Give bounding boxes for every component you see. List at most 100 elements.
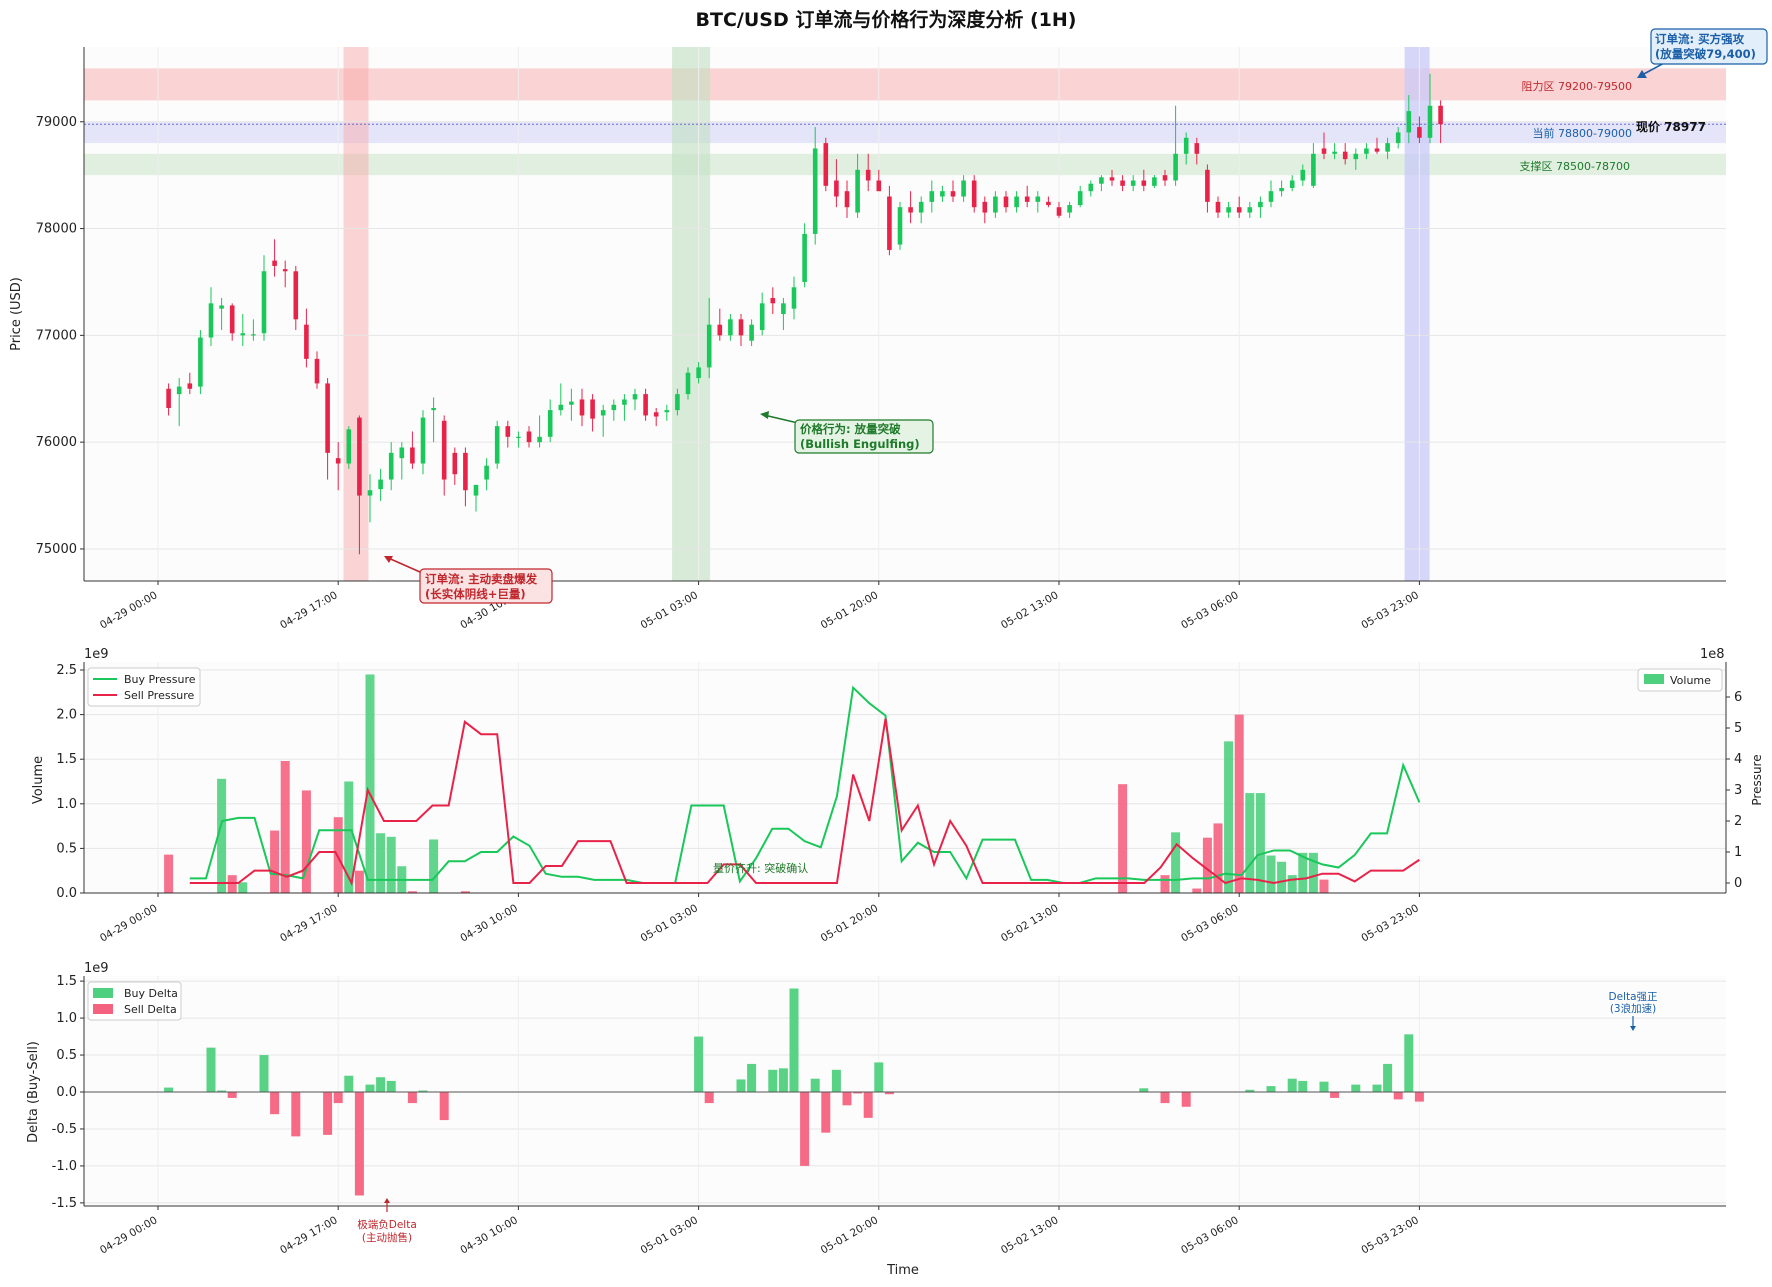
volume-y-axis-title: Volume xyxy=(31,756,46,804)
candle-body xyxy=(1173,153,1178,181)
zone-band xyxy=(84,68,1726,101)
x-tick-label: 04-29 17:00 xyxy=(278,1214,340,1256)
current-zone-label: 当前 78800-79000 xyxy=(1533,126,1632,140)
bull-engulf-annotation: 价格行为: 放量突破 (Bullish Engulfing) xyxy=(760,411,934,454)
delta-bar xyxy=(1372,1084,1382,1092)
delta-bar xyxy=(1298,1080,1308,1092)
candle-body xyxy=(961,180,966,197)
volume-bar xyxy=(365,674,375,893)
candle-body xyxy=(388,452,394,480)
candle-body xyxy=(940,191,945,197)
candle-body xyxy=(706,324,712,368)
delta-bar xyxy=(1287,1078,1297,1092)
candle-body xyxy=(1067,205,1072,213)
volume-bar xyxy=(333,817,343,893)
candle-body xyxy=(484,465,489,480)
volume-bar xyxy=(1245,793,1255,893)
x-tick-label: 05-03 23:00 xyxy=(1359,902,1421,944)
volume-bar xyxy=(217,778,227,893)
delta-bar xyxy=(386,1080,396,1092)
chart-title: BTC/USD 订单流与价格行为深度分析 (1H) xyxy=(696,8,1077,31)
delta-bar xyxy=(1383,1063,1393,1092)
candle-body xyxy=(325,383,330,453)
candle-body xyxy=(1289,180,1295,188)
volume-annotation: 量价齐升: 突破确认 xyxy=(713,861,808,875)
delta-bar xyxy=(323,1092,333,1135)
right-tick-label: 6 xyxy=(1734,690,1742,705)
candle-body xyxy=(314,358,320,384)
volume-bar xyxy=(344,781,354,893)
candle-body xyxy=(1162,175,1168,181)
candle-body xyxy=(823,143,829,186)
volume-bar xyxy=(460,891,470,893)
x-tick-label: 04-29 00:00 xyxy=(98,589,160,631)
x-tick-label: 05-02 13:00 xyxy=(999,902,1061,944)
volume-bar xyxy=(1255,793,1265,893)
delta-bar xyxy=(1139,1088,1149,1092)
delta-bar xyxy=(344,1075,354,1092)
candle-body xyxy=(908,207,913,213)
candle-body xyxy=(526,431,532,443)
x-tick-label: 05-01 20:00 xyxy=(819,1214,881,1256)
svg-text:(主动抛售): (主动抛售) xyxy=(362,1231,412,1244)
delta-bar xyxy=(778,1068,788,1092)
x-tick-label: 05-03 23:00 xyxy=(1359,1214,1421,1256)
candle-body xyxy=(1130,180,1136,186)
candle-body xyxy=(728,319,733,336)
candle-body xyxy=(272,260,277,266)
delta-bar xyxy=(365,1084,375,1092)
candle-body xyxy=(420,417,426,464)
price-y-axis-title: Price (USD) xyxy=(9,277,24,351)
candle-body xyxy=(452,452,458,475)
candle-body xyxy=(282,269,288,272)
candle-body xyxy=(335,458,341,464)
delta-bar xyxy=(270,1092,280,1115)
y-tick-label: 1.5 xyxy=(56,974,77,989)
candle-body xyxy=(1109,177,1115,181)
candle-body xyxy=(685,372,691,395)
candle-body xyxy=(1353,153,1359,160)
support-zone-label: 支撑区 78500-78700 xyxy=(1520,159,1630,173)
right-tick-label: 4 xyxy=(1734,752,1742,767)
candle-body xyxy=(1236,207,1242,213)
delta-bar xyxy=(333,1092,343,1104)
breakout-highlight xyxy=(672,47,711,581)
candle-body xyxy=(1395,132,1401,144)
delta-bar xyxy=(884,1092,894,1095)
x-tick-label: 04-30 10:00 xyxy=(458,1214,520,1256)
candle-body xyxy=(558,404,564,411)
delta-plot-area xyxy=(84,976,1726,1206)
candle-body xyxy=(1279,187,1284,192)
delta-negative-annotation: 极端负Delta (主动抛售) xyxy=(357,1198,417,1244)
right-tick-label: 2 xyxy=(1734,814,1742,829)
candle-body xyxy=(463,452,468,491)
sell-pressure-line xyxy=(189,718,1420,887)
delta-positive-annotation: Delta强正 (3浪加速) xyxy=(1608,991,1658,1031)
x-tick-label: 05-03 23:00 xyxy=(1359,589,1421,631)
y-tick-label: 0.5 xyxy=(56,1048,77,1063)
delta-bar xyxy=(1330,1092,1340,1098)
x-tick-label: 05-02 13:00 xyxy=(999,589,1061,631)
candle-body xyxy=(187,383,193,389)
candle-body xyxy=(1406,111,1412,133)
candle-body xyxy=(473,484,479,496)
right-tick-label: 0 xyxy=(1734,876,1742,891)
svg-text:Buy Delta: Buy Delta xyxy=(124,987,178,1000)
candle-body xyxy=(1268,191,1274,202)
candle-body xyxy=(1300,169,1306,181)
delta-bar xyxy=(1404,1034,1414,1092)
volume-bar xyxy=(429,839,439,893)
candle-body xyxy=(1183,137,1189,154)
candle-body xyxy=(929,191,935,202)
volume-bar xyxy=(376,833,386,893)
candle-body xyxy=(251,334,256,336)
candle-body xyxy=(1364,148,1369,154)
price-candles xyxy=(166,73,1443,555)
delta-bar xyxy=(291,1092,301,1137)
candle-body xyxy=(1152,177,1157,186)
buy-pressure-line xyxy=(189,685,1421,884)
svg-text:(长实体阴线+巨量): (长实体阴线+巨量) xyxy=(425,587,526,601)
volume-bar xyxy=(301,790,311,893)
candle-body xyxy=(1258,201,1263,208)
candle-body xyxy=(1194,143,1200,154)
